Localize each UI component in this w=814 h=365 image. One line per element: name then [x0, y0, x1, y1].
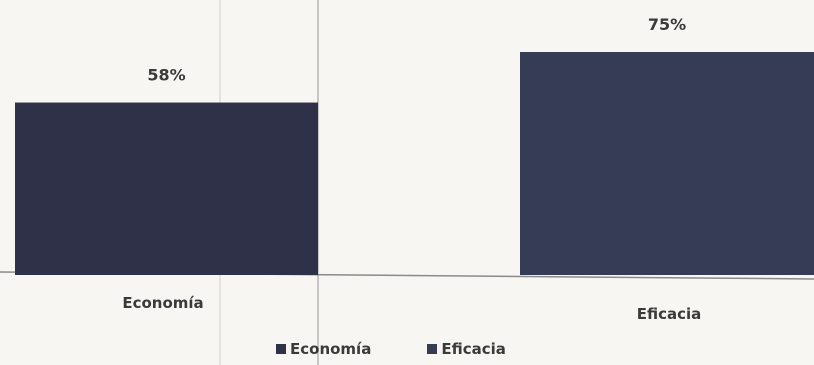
category-label-eficacia: Eficacia [637, 305, 702, 323]
bar-economia [15, 102, 318, 276]
legend: Economía Eficacia [276, 340, 506, 358]
data-label-economia: 58% [147, 66, 185, 85]
legend-label-eficacia: Eficacia [441, 340, 506, 358]
legend-swatch-eficacia [427, 344, 438, 354]
legend-label-economia: Economía [290, 340, 372, 358]
legend-swatch-economia [276, 344, 286, 354]
bars-group [15, 52, 814, 276]
bar-eficacia [520, 52, 814, 275]
labels-group: 58% Economía 75% Eficacia [122, 15, 701, 323]
category-label-economia: Economía [122, 294, 203, 312]
legend-item-eficacia: Eficacia [427, 340, 506, 358]
data-label-eficacia: 75% [648, 15, 686, 34]
legend-item-economia: Economía [276, 340, 371, 358]
